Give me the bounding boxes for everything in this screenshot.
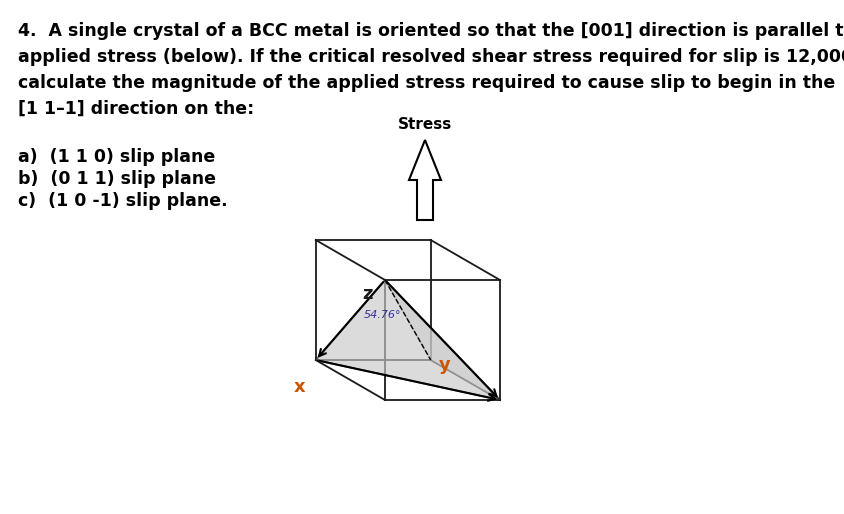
Text: Stress: Stress xyxy=(398,117,452,132)
Text: calculate the magnitude of the applied stress required to cause slip to begin in: calculate the magnitude of the applied s… xyxy=(18,74,834,92)
Text: b)  (0 1 1) slip plane: b) (0 1 1) slip plane xyxy=(18,170,216,188)
Text: 54.76°: 54.76° xyxy=(364,310,401,320)
Text: y: y xyxy=(438,356,450,374)
Text: x: x xyxy=(294,378,306,396)
Polygon shape xyxy=(316,280,500,400)
Text: c)  (1 0 -1) slip plane.: c) (1 0 -1) slip plane. xyxy=(18,192,227,210)
Text: z: z xyxy=(362,285,372,303)
Text: a)  (1 1 0) slip plane: a) (1 1 0) slip plane xyxy=(18,148,215,166)
Polygon shape xyxy=(385,280,500,400)
Text: applied stress (below). If the critical resolved shear stress required for slip : applied stress (below). If the critical … xyxy=(18,48,844,66)
Text: [1 1–1] direction on the:: [1 1–1] direction on the: xyxy=(18,100,254,118)
Polygon shape xyxy=(408,140,441,220)
Text: 4.  A single crystal of a BCC metal is oriented so that the [001] direction is p: 4. A single crystal of a BCC metal is or… xyxy=(18,22,844,40)
